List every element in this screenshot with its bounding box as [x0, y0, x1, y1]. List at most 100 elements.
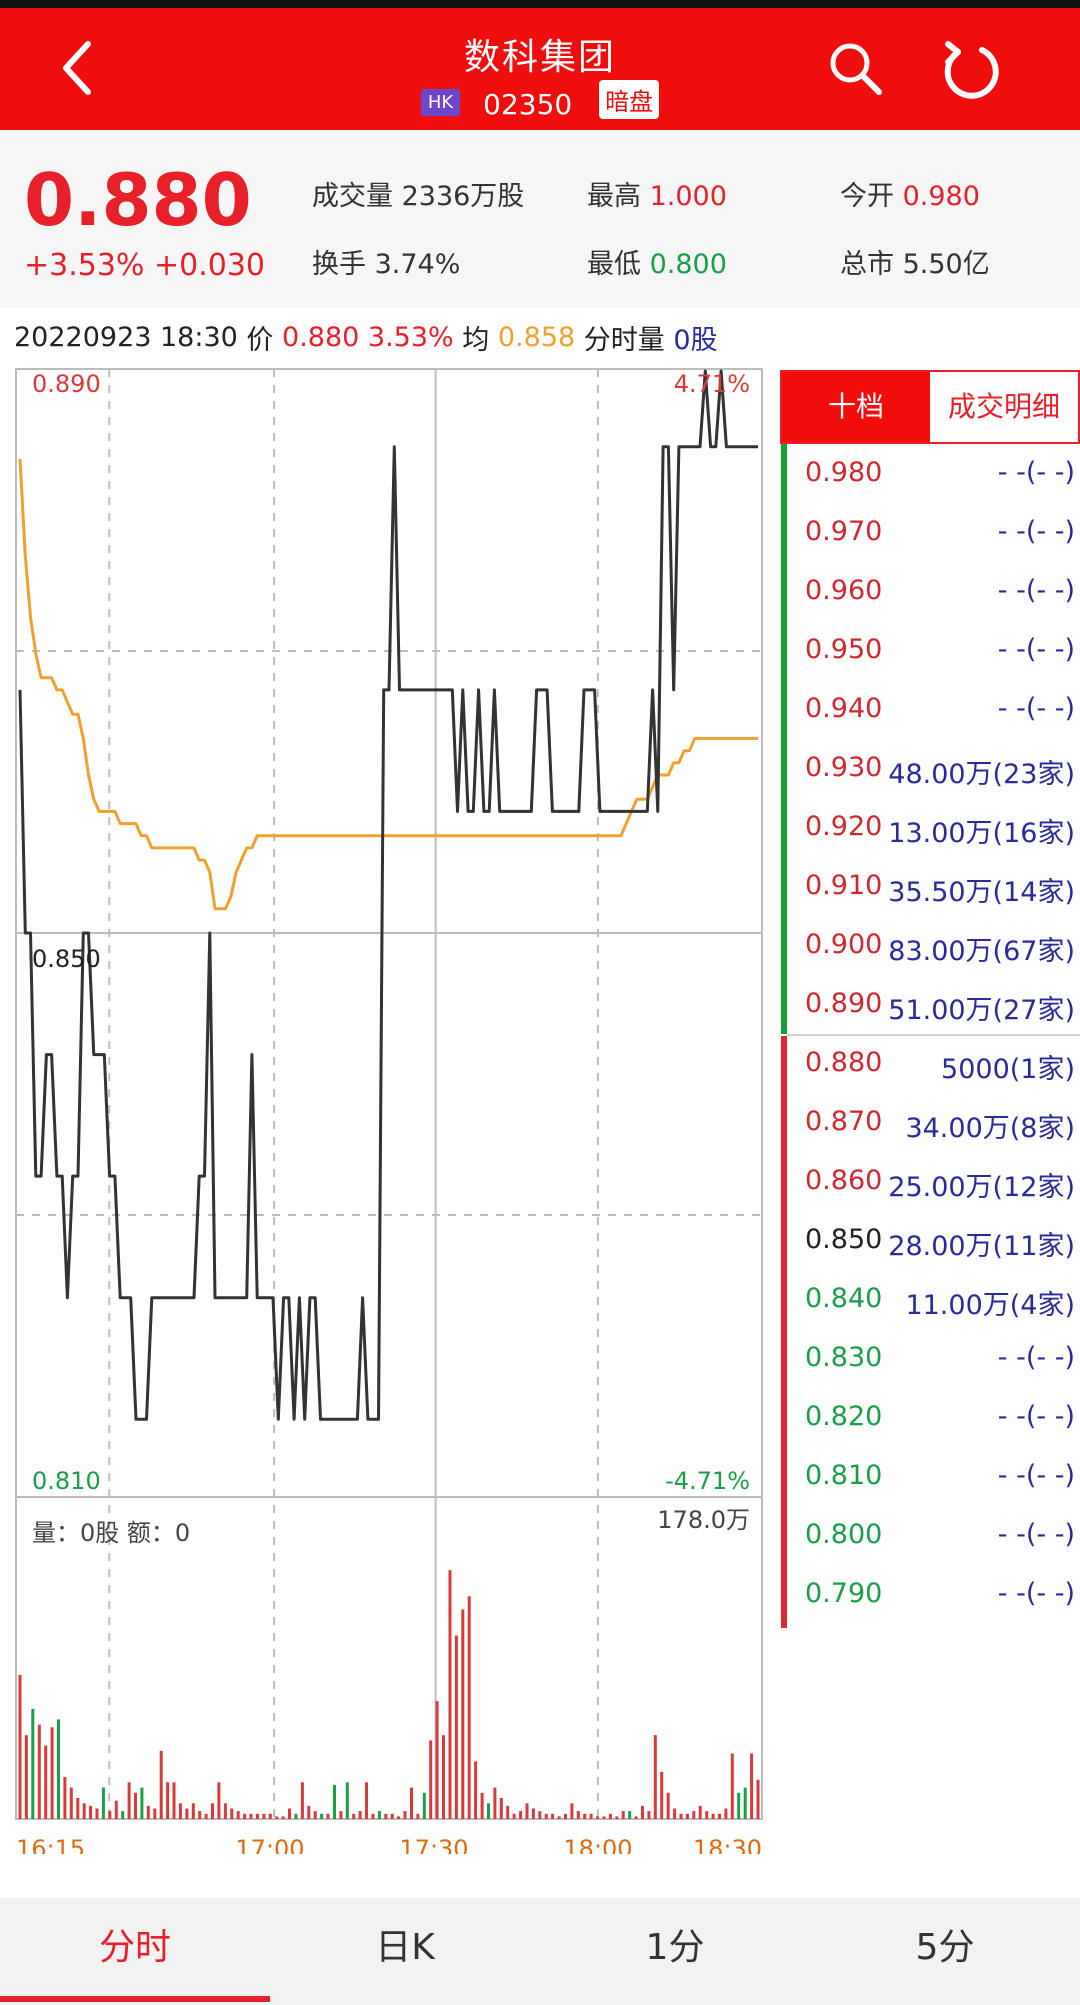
volume-bar	[313, 1811, 317, 1819]
open-label: 今开	[840, 181, 894, 212]
volume-bar	[352, 1813, 356, 1819]
volume-bar	[538, 1811, 542, 1819]
volume-bar	[236, 1811, 240, 1819]
tab-intraday[interactable]: 分时	[98, 1927, 171, 1968]
info-avg-label: 均	[462, 325, 490, 356]
ask-row: 0.910 35.50万(14家)	[805, 864, 1075, 910]
volume-bar	[621, 1811, 625, 1819]
volume-bar	[127, 1782, 131, 1819]
volume-panel-frame	[15, 1496, 763, 1820]
volume-bar	[288, 1808, 291, 1819]
intraday-chart[interactable]: 0.890 0.850 0.810 4.71% -4.71% 量：0股 额：0 178.0万…	[0, 364, 775, 1854]
bid-row: 0.860 25.00万(12家)	[805, 1159, 1075, 1205]
turnover-stat: 换手 3.74%	[312, 242, 460, 281]
time-axis-label: 18:30	[693, 1835, 762, 1854]
volume-bar	[223, 1803, 227, 1819]
ask-side-bar	[781, 444, 787, 1034]
open-value: 0.980	[902, 181, 980, 212]
tab-5min[interactable]: 5分	[915, 1927, 975, 1968]
volume-bar	[615, 1816, 619, 1819]
low-label: 最低	[587, 249, 641, 280]
volume-bar	[371, 1813, 375, 1819]
volume-bar	[705, 1811, 709, 1819]
ask-row: 0.950 - -(- -)	[805, 628, 1075, 674]
ask-row: 0.960 - -(- -)	[805, 569, 1075, 615]
volume-bar	[134, 1792, 137, 1819]
volume-bar	[108, 1811, 112, 1819]
turnover-value: 3.74%	[374, 249, 461, 280]
ask-row: 0.920 13.00万(16家)	[805, 805, 1075, 851]
order-price: 0.920	[805, 811, 883, 842]
order-volume: 25.00万(12家)	[888, 1172, 1075, 1203]
volume-bar	[653, 1735, 657, 1819]
high-label: 最高	[587, 181, 641, 212]
volume-bar	[608, 1813, 612, 1819]
volume-bar	[230, 1808, 234, 1819]
order-price: 0.930	[805, 752, 883, 783]
volume-bar	[551, 1813, 555, 1819]
high-stat: 最高 1.000	[587, 174, 727, 213]
volume-bar	[756, 1779, 760, 1819]
intraday-chart-svg[interactable]: 0.890 0.850 0.810 4.71% -4.71% 量：0股 额：0 178.0万…	[0, 364, 775, 1854]
order-volume: - -(- -)	[997, 693, 1075, 724]
volume-bar	[692, 1811, 696, 1819]
volume-bar	[570, 1803, 574, 1819]
bid-row: 0.830 - -(- -)	[805, 1336, 1075, 1382]
tab-ten-levels[interactable]: 十档	[782, 372, 930, 442]
bid-row: 0.800 - -(- -)	[805, 1513, 1075, 1559]
volume-bar	[634, 1816, 638, 1819]
volume-bar	[487, 1803, 490, 1819]
volume-bar	[493, 1787, 497, 1819]
bid-row: 0.850 28.00万(11家)	[805, 1218, 1075, 1264]
tab-daily-k[interactable]: 日K	[375, 1927, 435, 1968]
open-stat: 今开 0.980	[840, 174, 980, 213]
volume-bar	[345, 1782, 349, 1819]
refresh-icon[interactable]	[940, 38, 1004, 102]
volume-bar	[397, 1816, 401, 1819]
order-volume: - -(- -)	[997, 1401, 1075, 1432]
time-axis-label: 17:00	[235, 1835, 304, 1854]
order-volume: - -(- -)	[997, 1460, 1075, 1491]
stock-title: 数科集团	[463, 37, 616, 78]
price-axis-top: 0.890	[32, 370, 101, 398]
order-volume: - -(- -)	[997, 575, 1075, 606]
order-volume: 48.00万(23家)	[888, 759, 1075, 790]
tab-1min[interactable]: 1分	[645, 1927, 705, 1968]
search-icon[interactable]	[825, 38, 885, 98]
volume-bar	[358, 1811, 362, 1819]
volume-bar	[153, 1808, 157, 1819]
volume-bar	[95, 1808, 99, 1819]
order-price: 0.830	[805, 1342, 883, 1373]
volume-bar	[191, 1803, 195, 1819]
quote-panel: 0.880 +3.53% +0.030 成交量 2336万股 最高 1.000 …	[0, 130, 1080, 308]
info-price-label: 价	[246, 325, 274, 356]
order-price: 0.910	[805, 870, 883, 901]
volume-bar	[602, 1816, 606, 1819]
order-price: 0.840	[805, 1283, 883, 1314]
volume-bar	[390, 1813, 394, 1819]
status-bar	[0, 0, 1080, 8]
volume-bar	[628, 1811, 632, 1819]
order-volume: - -(- -)	[997, 516, 1075, 547]
order-volume: - -(- -)	[997, 1519, 1075, 1550]
stock-code: 02350	[483, 87, 573, 121]
order-price: 0.850	[805, 1224, 883, 1255]
info-vol: 0股	[673, 325, 718, 356]
order-price: 0.790	[805, 1578, 883, 1609]
ask-row: 0.940 - -(- -)	[805, 687, 1075, 733]
volume-bar	[557, 1816, 561, 1819]
volume-bar	[544, 1813, 548, 1819]
volume-bar	[435, 1701, 439, 1819]
order-volume: 34.00万(8家)	[905, 1113, 1075, 1144]
volume-bar	[531, 1808, 535, 1819]
volume-bar	[596, 1816, 600, 1819]
volume-bar	[461, 1609, 465, 1819]
volume-bar	[673, 1808, 677, 1819]
order-volume: - -(- -)	[997, 1578, 1075, 1609]
back-arrow-icon[interactable]	[50, 38, 110, 98]
volume-bar	[121, 1811, 125, 1819]
info-price: 0.880	[282, 322, 360, 353]
market-badge: HK	[420, 89, 461, 116]
tab-trade-details[interactable]: 成交明细	[930, 372, 1078, 442]
price-axis-bottom: 0.810	[32, 1467, 101, 1495]
